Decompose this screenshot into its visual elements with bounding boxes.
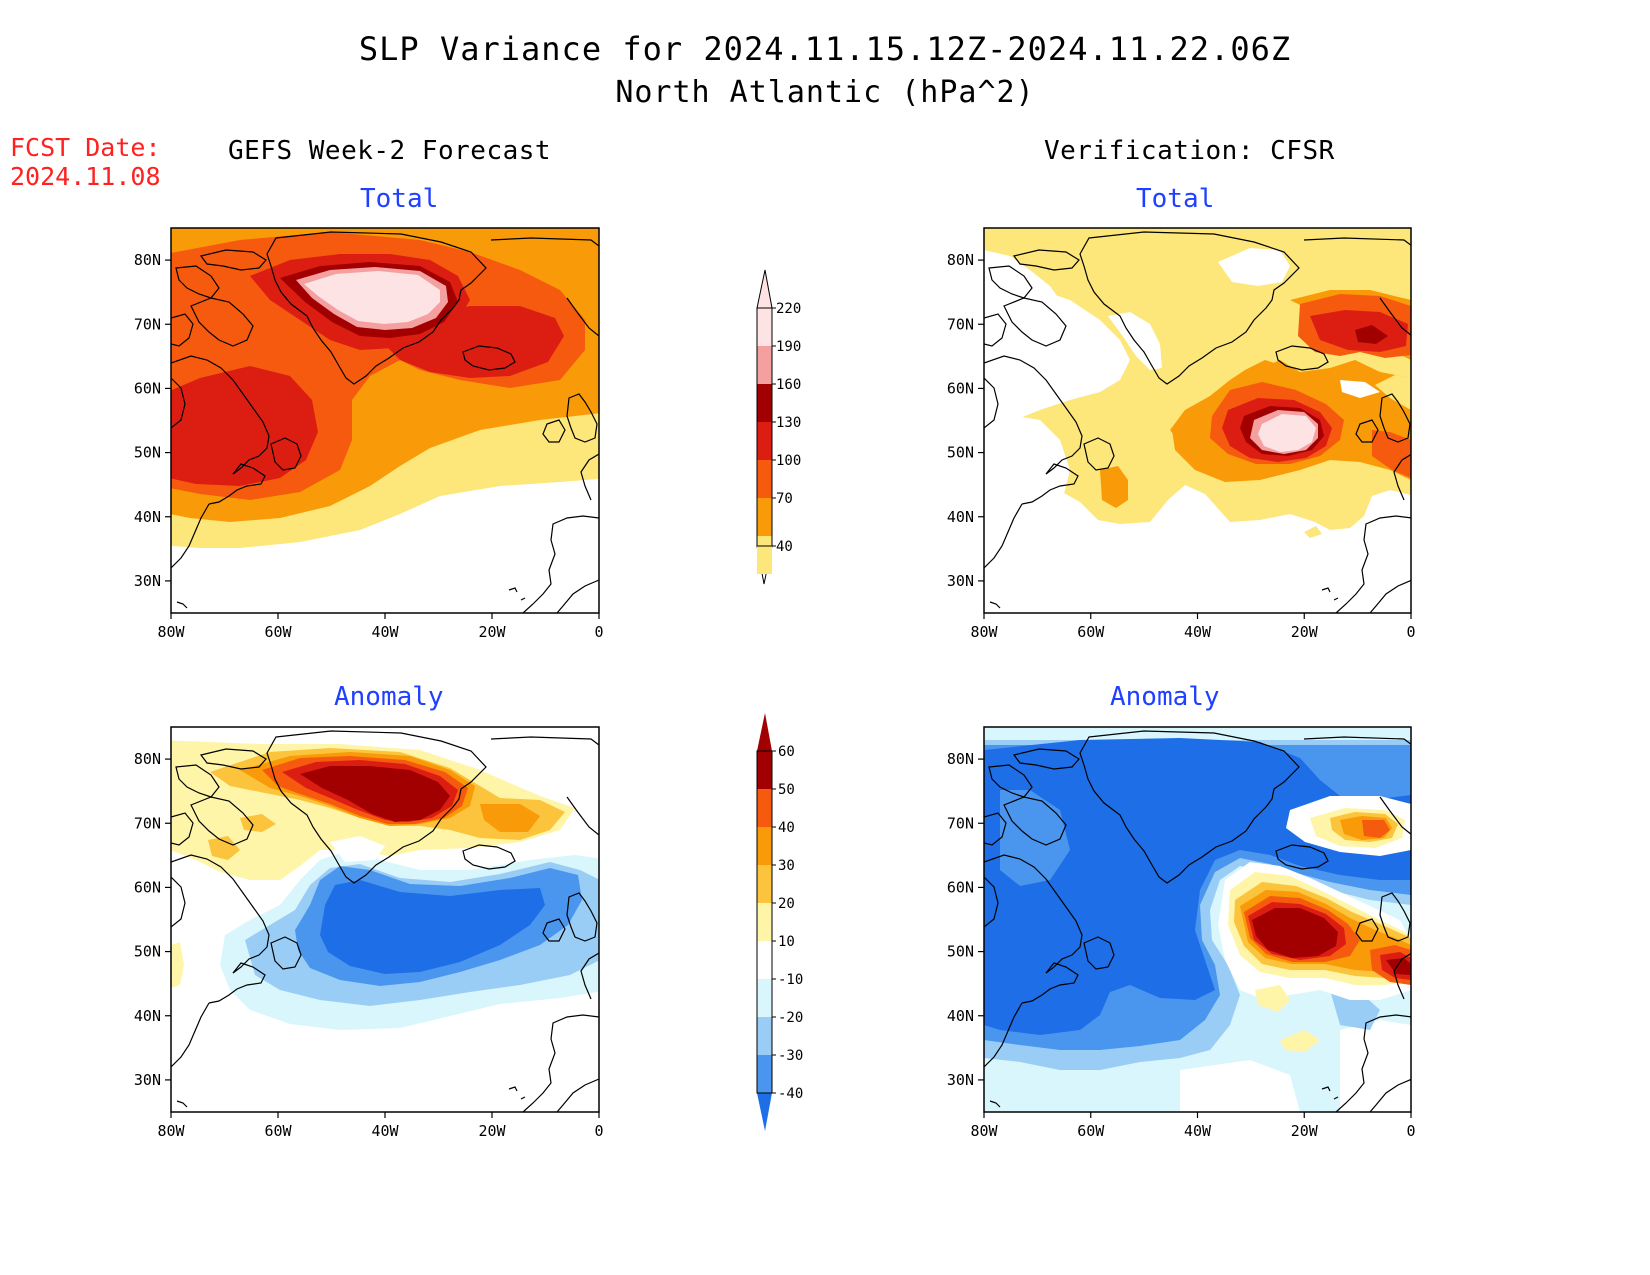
verification-anomaly-lon-label: 80W xyxy=(970,1122,998,1140)
colorbar-total-swatch xyxy=(757,460,772,498)
verification-total-lon-label: 80W xyxy=(970,623,998,641)
forecast-anomaly-lat-label: 80N xyxy=(134,750,161,768)
verification-total-lat-label: 30N xyxy=(947,572,974,590)
colorbar-anomaly-swatch xyxy=(757,903,772,941)
colorbar-anomaly-label: 20 xyxy=(778,896,795,912)
forecast-anomaly-lat-label: 30N xyxy=(134,1071,161,1089)
colorbar-anomaly-label: 10 xyxy=(778,934,795,950)
verification-total-lon-label: 20W xyxy=(1291,623,1319,641)
fcst-date-label: FCST Date: xyxy=(10,133,161,162)
colorbar-total-swatch xyxy=(757,384,772,422)
forecast-total-lat-label: 60N xyxy=(134,379,161,397)
verification-anomaly-lat-label: 40N xyxy=(947,1007,974,1025)
colorbar-anomaly-label: -10 xyxy=(778,972,803,988)
forecast-anomaly-lon-label: 20W xyxy=(478,1122,506,1140)
verification-anomaly-lat-label: 70N xyxy=(947,814,974,832)
forecast-total-lat-label: 50N xyxy=(134,444,161,462)
column-title-forecast: GEFS Week-2 Forecast xyxy=(228,136,552,166)
colorbar-anomaly-label: -40 xyxy=(778,1086,803,1102)
colorbar-total: 40 70 100 130 160 190 220 xyxy=(756,269,801,585)
colorbar-total-label: 100 xyxy=(776,453,801,469)
forecast-anomaly-lat-label: 40N xyxy=(134,1007,161,1025)
colorbar-anomaly-swatch xyxy=(757,979,772,1017)
forecast-anomaly-lon-label: 40W xyxy=(371,1122,399,1140)
verification-total-lon-label: 0 xyxy=(1406,623,1415,641)
colorbar-anomaly-swatch xyxy=(757,865,772,903)
verification-anomaly-lat-label: 50N xyxy=(947,943,974,961)
colorbar-total-label: 220 xyxy=(776,301,801,317)
colorbar-anomaly-swatch xyxy=(757,941,772,979)
colorbar-anomaly-swatch xyxy=(757,827,772,865)
forecast-total-lat-label: 70N xyxy=(134,315,161,333)
colorbar-anomaly-label: -20 xyxy=(778,1010,803,1026)
subtitle-verification-anomaly: Anomaly xyxy=(1110,682,1220,712)
column-title-verification: Verification: CFSR xyxy=(1044,136,1335,166)
colorbar-total-swatch xyxy=(757,498,772,536)
colorbar-anomaly-label: 40 xyxy=(778,820,795,836)
subtitle-forecast-anomaly: Anomaly xyxy=(334,682,444,712)
verification-total-lat-label: 50N xyxy=(947,444,974,462)
verification-anomaly-lon-label: 20W xyxy=(1291,1122,1319,1140)
forecast-anomaly-lon-label: 60W xyxy=(264,1122,292,1140)
colorbar-total-label: 190 xyxy=(776,339,801,355)
forecast-total-lon-label: 0 xyxy=(594,623,603,641)
verification-anomaly-lon-label: 40W xyxy=(1184,1122,1212,1140)
colorbar-anomaly-label: 60 xyxy=(778,744,795,760)
colorbar-anomaly-swatch xyxy=(757,1017,772,1055)
forecast-total-lon-label: 40W xyxy=(371,623,399,641)
colorbar-anomaly-high-arrow xyxy=(757,713,772,751)
verification-anomaly-lon-label: 60W xyxy=(1077,1122,1105,1140)
colorbar-total-swatch xyxy=(757,308,772,346)
verification-anomaly-map: 80W 60W 40W 20W 0 30N 40N 50N 60N 70N 80N xyxy=(947,726,1416,1140)
forecast-total-lon-label: 80W xyxy=(157,623,185,641)
forecast-anomaly-map: 80W 60W 40W 20W 0 30N 40N 50N 60N 70N 80N xyxy=(134,726,604,1140)
forecast-total-map: 80W 60W 40W 20W 0 30N 40N 50N 60N 70N 80N xyxy=(134,227,604,641)
verification-total-lat-label: 70N xyxy=(947,315,974,333)
verification-total-lat-label: 80N xyxy=(947,251,974,269)
colorbar-total-high-arrow xyxy=(756,269,773,309)
colorbar-total-label: 160 xyxy=(776,377,801,393)
verification-total-lat-label: 40N xyxy=(947,508,974,526)
colorbar-anomaly-label: -30 xyxy=(778,1048,803,1064)
forecast-total-lon-label: 20W xyxy=(478,623,506,641)
forecast-total-lon-label: 60W xyxy=(264,623,292,641)
forecast-anomaly-lon-label: 0 xyxy=(594,1122,603,1140)
verification-total-lon-label: 40W xyxy=(1184,623,1212,641)
colorbar-total-label: 130 xyxy=(776,415,801,431)
colorbar-anomaly-low-arrow xyxy=(757,1093,772,1131)
subtitle-verification-total: Total xyxy=(1136,184,1215,214)
forecast-total-lat-label: 40N xyxy=(134,508,161,526)
colorbar-anomaly: 60 50 40 30 20 10 -10 -20 -30 -40 xyxy=(756,713,803,1131)
verification-total-lon-label: 60W xyxy=(1077,623,1105,641)
verification-anomaly-lat-label: 30N xyxy=(947,1071,974,1089)
colorbar-anomaly-swatch xyxy=(757,789,772,827)
colorbar-anomaly-swatch xyxy=(757,1055,772,1093)
verification-anomaly-lon-label: 0 xyxy=(1406,1122,1415,1140)
main-subtitle: North Atlantic (hPa^2) xyxy=(615,75,1035,110)
colorbar-anomaly-label: 50 xyxy=(778,782,795,798)
colorbar-total-label: 70 xyxy=(776,491,793,507)
verification-total-map: 80W 60W 40W 20W 0 30N 40N 50N 60N 70N 80N xyxy=(947,227,1416,641)
main-title: SLP Variance for 2024.11.15.12Z-2024.11.… xyxy=(358,30,1292,68)
colorbar-total-swatch xyxy=(757,422,772,460)
forecast-total-lat-label: 80N xyxy=(134,251,161,269)
colorbar-total-swatch xyxy=(757,536,772,574)
verification-anomaly-lat-label: 80N xyxy=(947,750,974,768)
subtitle-forecast-total: Total xyxy=(360,184,439,214)
verification-anomaly-lat-label: 60N xyxy=(947,878,974,896)
forecast-anomaly-lat-label: 50N xyxy=(134,943,161,961)
fcst-date-value: 2024.11.08 xyxy=(10,162,161,191)
verification-total-lat-label: 60N xyxy=(947,379,974,397)
colorbar-anomaly-label: 30 xyxy=(778,858,795,874)
colorbar-total-label: 40 xyxy=(776,539,793,555)
forecast-total-lat-label: 30N xyxy=(134,572,161,590)
forecast-anomaly-lon-label: 80W xyxy=(157,1122,185,1140)
forecast-anomaly-lat-label: 60N xyxy=(134,878,161,896)
colorbar-total-swatch xyxy=(757,346,772,384)
forecast-anomaly-lat-label: 70N xyxy=(134,814,161,832)
